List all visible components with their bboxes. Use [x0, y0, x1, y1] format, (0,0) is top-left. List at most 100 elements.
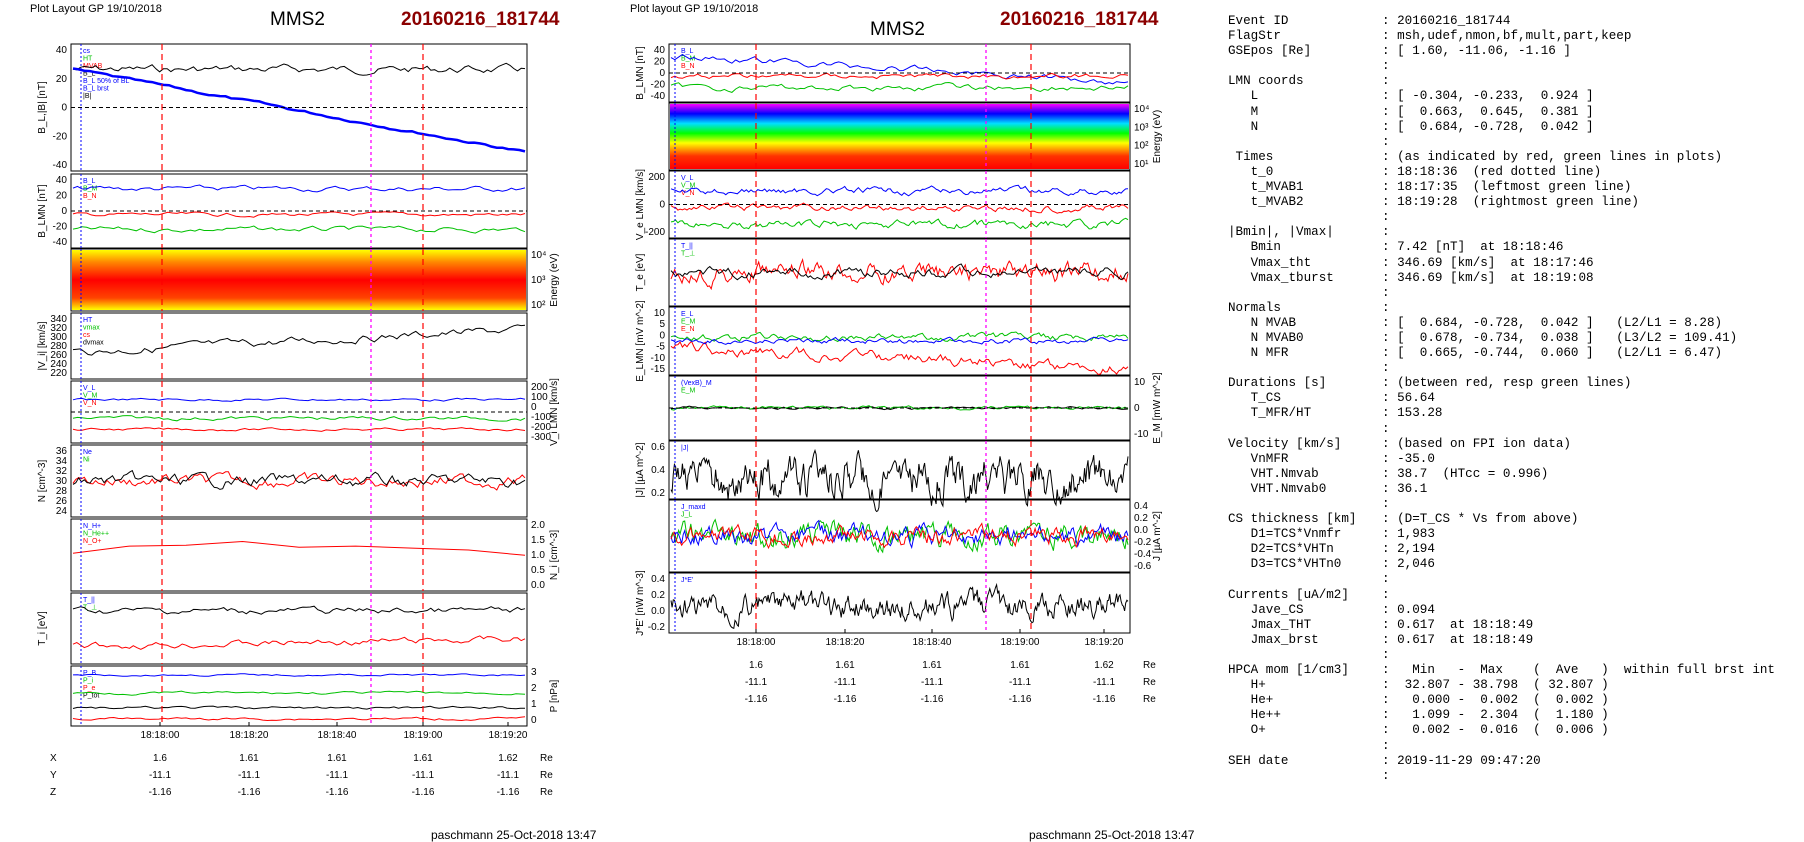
- info-row: Vmax_tht: 346.69 [km/s] at 18:17:46: [1228, 256, 1798, 271]
- info-row: :: [1228, 648, 1798, 663]
- legend-entry: E_N: [681, 326, 695, 333]
- position-value: -1.16: [1093, 694, 1116, 705]
- info-value: : 0.617 at 18:18:49: [1382, 617, 1534, 632]
- series-line: [72, 225, 526, 234]
- series-line: [72, 469, 526, 490]
- position-value: 1.61: [239, 753, 259, 764]
- legend-entry: V_L: [83, 385, 96, 392]
- legend-entry: dvmax: [83, 340, 104, 347]
- info-label: Normals: [1228, 300, 1281, 315]
- position-value: -11.1: [745, 677, 767, 688]
- info-value: : 0.617 at 18:18:49: [1382, 632, 1534, 647]
- position-value: 1.61: [327, 753, 347, 764]
- y-tick-label: 220: [50, 368, 67, 379]
- info-label: D2=TCS*VHTn: [1228, 542, 1334, 557]
- mid-mms-title: MMS2: [870, 19, 925, 40]
- position-value: -1.16: [745, 694, 768, 705]
- mid-header: Plot layout GP 19/10/2018: [630, 3, 759, 15]
- y-tick-label: 40: [56, 45, 68, 56]
- y-tick-label: 0.2: [651, 590, 665, 601]
- info-label: t_MVAB2: [1228, 195, 1304, 210]
- panel-frame: [70, 444, 528, 518]
- y-tick-label: 1.0: [531, 550, 545, 561]
- legend-entry: P_e: [83, 685, 96, 692]
- legend-entry: V_L: [681, 175, 694, 182]
- panel-frame: [70, 312, 528, 380]
- panel-frame: [70, 248, 528, 312]
- info-row: Times: (as indicated by red, green lines…: [1228, 150, 1798, 165]
- position-value: 1.6: [749, 660, 763, 671]
- info-label: GSEpos [Re]: [1228, 44, 1312, 59]
- y-tick-label: -0.6: [1134, 561, 1152, 572]
- y-axis-label: V_e LMN [km/s]: [635, 169, 646, 240]
- position-row-label: Y: [50, 770, 57, 781]
- x-tick-label: 18:18:00: [737, 637, 776, 648]
- position-value: 1.62: [1094, 660, 1114, 671]
- info-label: N MVAB0: [1228, 330, 1304, 345]
- y-tick-label: -0.2: [648, 622, 666, 633]
- legend-entry: B_L: [83, 71, 96, 78]
- info-value: :: [1382, 587, 1390, 602]
- legend-entry: V_N: [681, 190, 695, 197]
- info-row: SEH date: 2019-11-29 09:47:20: [1228, 754, 1798, 769]
- y-tick-label: -15: [651, 364, 666, 375]
- info-label: Vmax_tht: [1228, 255, 1312, 270]
- left-mms-title: MMS2: [270, 9, 325, 30]
- legend-entry: B_L: [83, 178, 96, 185]
- y-axis-label: |J| [µA m^-2]: [635, 442, 646, 497]
- info-label: N MVAB: [1228, 315, 1297, 330]
- y-tick-label: -20: [53, 222, 68, 233]
- info-value: : [ 0.663, 0.645, 0.381 ]: [1382, 104, 1594, 119]
- series-line: [670, 53, 1129, 85]
- y-tick-label: 10⁴: [1134, 104, 1149, 115]
- info-value: : (D=T_CS * Vs from above): [1382, 512, 1579, 527]
- info-label: Jave_CS: [1228, 602, 1304, 617]
- series-line: [670, 448, 1129, 513]
- legend-entry: |B|: [83, 93, 91, 100]
- info-row: D2=TCS*VHTn: 2,194: [1228, 542, 1798, 557]
- y-tick-label: 20: [56, 74, 68, 85]
- legend-entry: J*E': [681, 577, 693, 584]
- legend-entry: MVAB: [83, 63, 103, 70]
- y-tick-label: 0.5: [531, 565, 545, 576]
- position-value: -11.1: [921, 677, 943, 688]
- legend-entry: J_L: [681, 512, 692, 519]
- y-axis-label: B_LMN [nT]: [635, 46, 646, 100]
- info-row: Bmin: 7.42 [nT] at 18:18:46: [1228, 240, 1798, 255]
- panel-frame: [668, 440, 1131, 500]
- info-label: T_MFR/HT: [1228, 406, 1312, 421]
- position-value: -1.16: [834, 694, 857, 705]
- info-value: : [ 0.665, -0.744, 0.060 ] (L2/L1 = 6.47…: [1382, 346, 1723, 361]
- legend-entry: Ne: [83, 449, 92, 456]
- position-value: -1.16: [497, 787, 520, 798]
- info-row: VnMFR: -35.0: [1228, 452, 1798, 467]
- legend-entry: E_L: [681, 311, 694, 318]
- info-label: VHT.Nmvab: [1228, 466, 1319, 481]
- y-tick-label: 10: [1134, 377, 1146, 388]
- legend-entry: V_M: [83, 393, 98, 400]
- y-axis-label: B_L,|B| [nT]: [37, 81, 48, 134]
- info-row: :: [1228, 572, 1798, 587]
- info-label: Durations [s]: [1228, 376, 1327, 391]
- y-tick-label: 2: [531, 683, 537, 694]
- info-row: Currents [uA/m2]:: [1228, 588, 1798, 603]
- info-row: Vmax_tburst: 346.69 [km/s] at 18:19:08: [1228, 271, 1798, 286]
- position-value: -11.1: [1093, 677, 1115, 688]
- y-tick-label: -40: [53, 237, 68, 248]
- info-row: :: [1228, 497, 1798, 512]
- y-tick-label: -300: [531, 432, 551, 443]
- series-line: [72, 605, 526, 615]
- series-line: [670, 217, 1129, 230]
- info-value: :: [1382, 497, 1390, 511]
- legend-entry: B_L 50% of BL: [83, 78, 130, 85]
- y-tick-label: 5: [659, 319, 665, 330]
- info-value: :: [1382, 210, 1390, 225]
- y-tick-label: 10¹: [1134, 159, 1149, 170]
- legend-entry: B_L brst: [83, 86, 109, 93]
- legend-entry: B_N: [83, 193, 97, 200]
- info-row: He++: 1.099 - 2.304 ( 1.180 ): [1228, 708, 1798, 723]
- info-value: : 153.28: [1382, 406, 1443, 421]
- info-label: N MFR: [1228, 346, 1289, 361]
- info-row: FlagStr: msh,udef,nmon,bf,mult,part,keep: [1228, 29, 1798, 44]
- legend-entry: N_H+: [83, 523, 101, 530]
